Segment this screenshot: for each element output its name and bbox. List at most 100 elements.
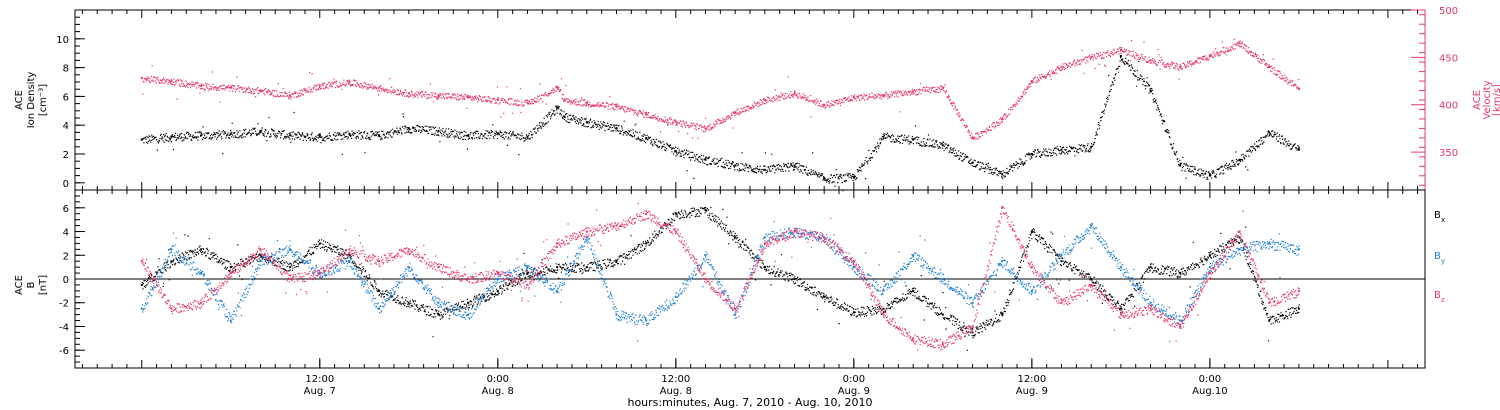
density-axis-label-line2: Ion Density bbox=[26, 72, 37, 129]
ion-density-series-point bbox=[674, 150, 677, 153]
velocity-series-scatter bbox=[141, 38, 1300, 140]
velocity-series-point bbox=[289, 94, 292, 97]
bz-series-point bbox=[1208, 272, 1211, 275]
x-tick-time: 12:00 bbox=[305, 374, 334, 385]
x-axis-title: hours:minutes, Aug. 7, 2010 - Aug. 10, 2… bbox=[627, 396, 872, 409]
bz-series-point bbox=[229, 272, 232, 275]
by-series-point bbox=[882, 289, 885, 292]
bx-series-point bbox=[1119, 307, 1122, 310]
ion-density-series-point bbox=[1060, 148, 1063, 151]
bz-series-point bbox=[793, 230, 796, 233]
velocity-series-point bbox=[496, 99, 499, 101]
by-series-point bbox=[556, 289, 559, 292]
x-tick-time: 0:00 bbox=[1199, 374, 1221, 385]
ion-density-series-point bbox=[407, 127, 410, 130]
x-tick-time: 12:00 bbox=[1017, 374, 1046, 385]
by-series-point bbox=[941, 278, 944, 280]
bz-series-point bbox=[259, 248, 262, 251]
ion-density-series-point bbox=[704, 158, 707, 161]
ion-density-series-point bbox=[556, 106, 559, 109]
velocity-series-point bbox=[1001, 117, 1004, 120]
bz-series-point bbox=[407, 248, 410, 251]
bz-series-point bbox=[912, 337, 915, 340]
velocity-series-point bbox=[1297, 87, 1300, 90]
b-tick-label: -6 bbox=[59, 346, 69, 357]
ion-density-series-point bbox=[1297, 148, 1300, 151]
b-axis-label-line1: ACE bbox=[14, 275, 25, 295]
velocity-series-point bbox=[140, 77, 143, 80]
x-tick-date: Aug. 8 bbox=[660, 386, 692, 397]
by-series-point bbox=[289, 248, 292, 251]
by-series-point bbox=[645, 319, 648, 322]
velocity-axis-label-line2: Velocity bbox=[1482, 80, 1493, 119]
by-series-point bbox=[912, 254, 915, 257]
bz-series-point bbox=[734, 307, 737, 310]
bx-series-point bbox=[852, 311, 855, 314]
by-series-scatter bbox=[141, 220, 1300, 343]
velocity-tick-label: 500 bbox=[1439, 6, 1458, 17]
x-tick-time: 0:00 bbox=[843, 374, 865, 385]
by-series-point bbox=[467, 313, 470, 316]
ion-density-series-point bbox=[467, 134, 470, 137]
ion-density-series-point bbox=[585, 121, 588, 124]
legend-by: B bbox=[1434, 251, 1441, 262]
density-axis-label-line3: [cm⁻³] bbox=[38, 84, 49, 116]
bx-series-point bbox=[912, 289, 915, 292]
bz-series-point bbox=[971, 325, 974, 328]
ion-density-series-point bbox=[170, 135, 173, 138]
x-tick-date: Aug. 9 bbox=[1016, 386, 1048, 397]
bz-series-scatter bbox=[141, 202, 1300, 351]
bx-series-point bbox=[1208, 254, 1211, 257]
x-tick-time: 0:00 bbox=[487, 374, 509, 385]
ion-density-series-point bbox=[615, 127, 618, 130]
velocity-series-point bbox=[563, 99, 566, 101]
density-axis-label-line1: ACE bbox=[14, 90, 25, 110]
bz-series-point bbox=[289, 278, 292, 280]
by-series-point bbox=[259, 260, 262, 263]
by-series-point bbox=[704, 254, 707, 257]
by-series-point bbox=[615, 313, 618, 316]
b-tick-label: -4 bbox=[59, 322, 69, 333]
by-series-point bbox=[437, 301, 440, 304]
density-tick-label: 8 bbox=[63, 64, 69, 75]
bx-series-point bbox=[289, 266, 292, 269]
density-tick-label: 0 bbox=[63, 179, 69, 190]
velocity-series-point bbox=[734, 111, 737, 114]
velocity-series-point bbox=[1208, 54, 1211, 57]
bz-series-point bbox=[1297, 289, 1300, 292]
bx-series-point bbox=[1001, 313, 1004, 316]
velocity-tick-label: 350 bbox=[1439, 148, 1458, 159]
velocity-series-point bbox=[1060, 65, 1063, 68]
bz-series-point bbox=[882, 313, 885, 316]
legend-bz: B bbox=[1434, 290, 1441, 301]
velocity-series-point bbox=[437, 94, 440, 97]
bx-series-point bbox=[615, 260, 618, 263]
ion-density-series-point bbox=[763, 168, 766, 171]
velocity-series-point bbox=[407, 92, 410, 95]
bx-series-scatter bbox=[141, 189, 1300, 351]
velocity-axis-label-line3: [km/s] bbox=[1492, 84, 1500, 116]
bx-series-point bbox=[1268, 319, 1271, 322]
by-series-point bbox=[1208, 266, 1211, 269]
by-series-point bbox=[674, 295, 677, 298]
x-tick-time: 12:00 bbox=[661, 374, 690, 385]
bx-series-point bbox=[140, 283, 143, 286]
ion-density-series-point bbox=[1179, 164, 1182, 167]
bx-series-point bbox=[1030, 230, 1033, 233]
legend-bx-subscript: x bbox=[1441, 216, 1445, 224]
x-tick-date: Aug. 7 bbox=[304, 386, 336, 397]
velocity-series-point bbox=[526, 101, 529, 104]
velocity-series-point bbox=[1238, 42, 1241, 45]
velocity-tick-label: 400 bbox=[1439, 101, 1458, 112]
bz-series-point bbox=[1060, 301, 1063, 304]
velocity-series-point bbox=[585, 101, 588, 104]
velocity-series-point bbox=[348, 81, 351, 83]
bz-series-point bbox=[170, 307, 173, 310]
ion-density-series-point bbox=[200, 134, 203, 137]
by-series-point bbox=[348, 260, 351, 263]
ion-density-series-point bbox=[289, 134, 292, 137]
bx-series-point bbox=[556, 266, 559, 269]
ion-density-series-point bbox=[823, 177, 826, 180]
